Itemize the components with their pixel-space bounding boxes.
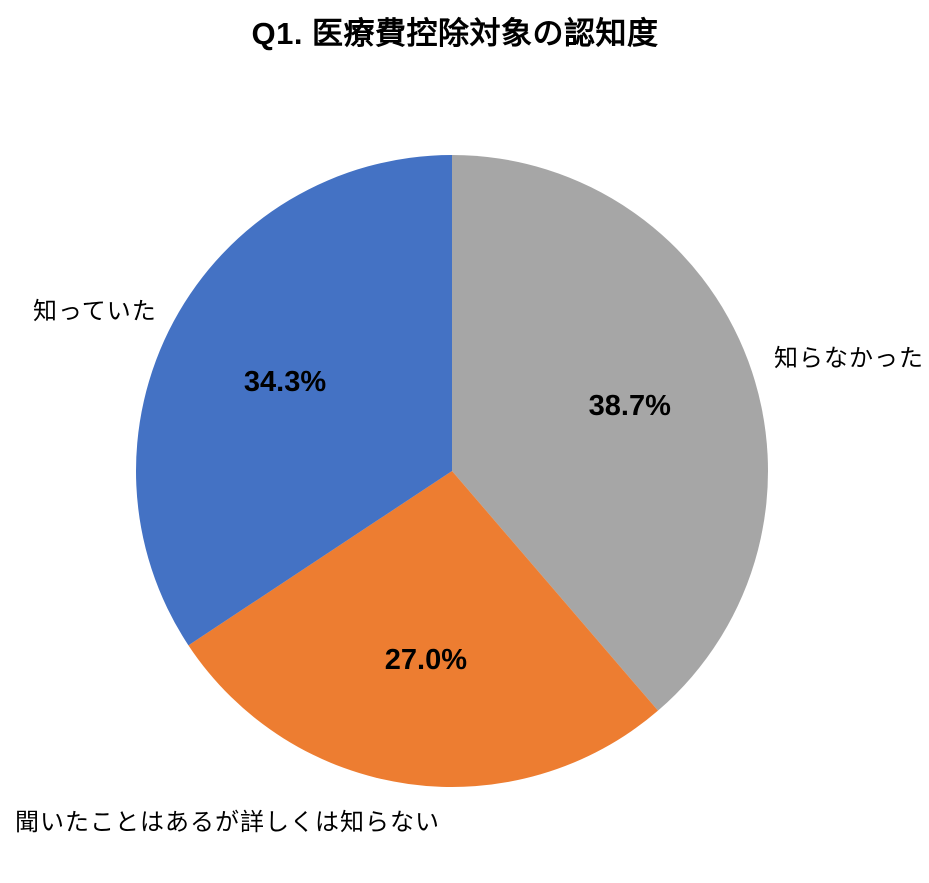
slice-label-knew: 知っていた (33, 298, 157, 325)
pie-data-label-1: 27.0% (385, 644, 467, 676)
pie-data-label-0: 38.7% (589, 390, 671, 422)
pie-slice-1 (188, 471, 658, 787)
chart-title: Q1. 医療費控除対象の認知度 (251, 16, 659, 51)
slice-label-did-not-know: 知らなかった (774, 345, 924, 372)
pie-slice-0 (452, 155, 768, 711)
pie-data-label-2: 34.3% (244, 366, 326, 398)
slice-label-heard-but-no-details: 聞いたことはあるが詳しくは知らない (15, 809, 440, 836)
pie-slice-2 (135, 155, 452, 646)
